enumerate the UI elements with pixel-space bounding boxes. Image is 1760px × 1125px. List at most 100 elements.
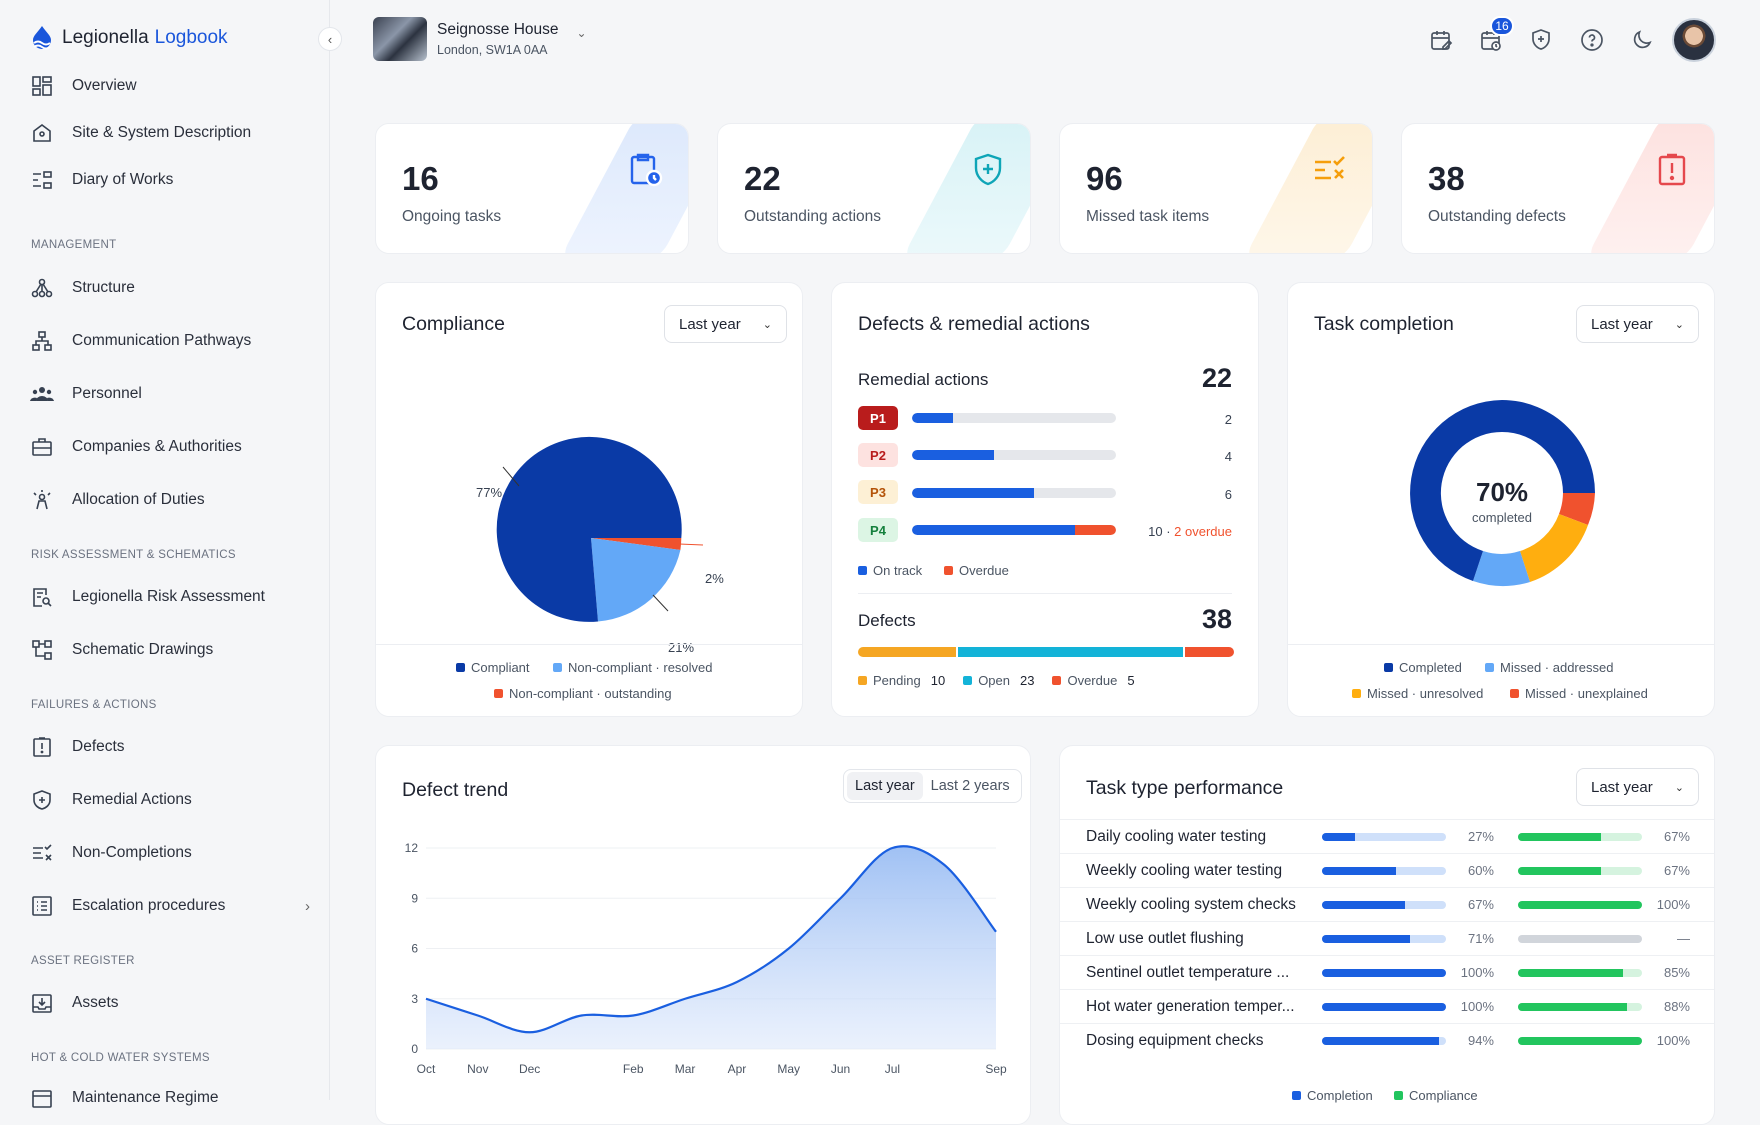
sidebar-item-escalation-procedures[interactable]: Escalation procedures › [30,886,310,926]
legend-label: Missed · unresolved [1367,686,1484,701]
sidebar-item-communication-pathways[interactable]: Communication Pathways [30,321,310,361]
compliance-percent: 100% [1656,897,1690,912]
sidebar-item-companies[interactable]: Companies & Authorities [30,427,310,467]
site-selector[interactable]: Seignosse House London, SW1A 0AA ⌄ [373,17,587,61]
card-title: Task completion [1314,313,1454,335]
stat-label: Ongoing tasks [402,208,502,225]
compliance-bar-fill [1518,901,1642,909]
defects-breakdown-legend: Pending 10 Open 23 Overdue 5 [858,673,1135,688]
sidebar-item-maintenance-regime[interactable]: Maintenance Regime [30,1078,310,1118]
completion-percent: 27% [1467,829,1494,844]
x-tick-label: Apr [728,1062,747,1076]
inbox-download-icon [30,991,54,1015]
sidebar-item-allocation-of-duties[interactable]: Allocation of Duties [30,480,310,520]
compliance-bar [1518,833,1642,841]
sidebar-item-label: Diary of Works [72,171,174,188]
document-search-icon [30,585,54,609]
completion-percent: 67% [1467,897,1494,912]
sidebar-item-site-description[interactable]: Site & System Description [30,113,310,153]
brand-logo[interactable]: Legionella Logbook [30,22,228,54]
sidebar-item-overview[interactable]: Overview [30,66,310,106]
sidebar-item-label: Maintenance Regime [72,1089,219,1106]
leader-line [652,594,669,612]
legend-completed: Completed [1384,660,1462,675]
task-type-name: Weekly cooling water testing [1086,862,1283,879]
task-type-row[interactable]: Weekly cooling water testing 60% 67% [1060,853,1714,887]
chevron-down-icon: ⌄ [1674,781,1684,794]
task-type-name: Daily cooling water testing [1086,828,1267,845]
collapse-sidebar-button[interactable]: ‹ [318,27,342,51]
help-icon[interactable] [1579,27,1605,53]
task-type-row[interactable]: Daily cooling water testing 27% 67% [1060,819,1714,853]
task-type-row[interactable]: Weekly cooling system checks 67% 100% [1060,887,1714,921]
moon-icon[interactable] [1629,27,1655,53]
compliance-percent: 88% [1663,999,1690,1014]
task-type-row[interactable]: Dosing equipment checks 94% 100% [1060,1023,1714,1057]
stat-card-ongoing-tasks[interactable]: 16 Ongoing tasks [375,123,689,254]
calendar-clock-icon[interactable] [1478,27,1504,53]
compliance-percent: — [1677,931,1690,946]
completion-bar [1322,969,1446,977]
donut-center-label: completed [1472,510,1532,525]
completion-bar [1322,1003,1446,1011]
sidebar-item-label: Escalation procedures [72,897,226,914]
legend-swatch [553,663,562,672]
legend-label: Pending [873,673,921,688]
y-tick-label: 3 [411,992,418,1006]
x-tick-label: Sep [985,1062,1007,1076]
calendar-edit-icon[interactable] [1428,27,1454,53]
sidebar-item-defects[interactable]: Defects [30,727,310,767]
sidebar-item-legionella-risk-assessment[interactable]: Legionella Risk Assessment [30,577,310,617]
home-icon [30,121,54,145]
dropdown-value: Last year [1591,778,1653,796]
user-avatar[interactable] [1672,18,1716,62]
remedial-count: 2 [1224,412,1232,427]
sidebar-item-assets[interactable]: Assets [30,983,310,1023]
remedial-bar [912,488,1116,498]
shield-plus-icon[interactable] [1528,27,1554,53]
task-type-row[interactable]: Sentinel outlet temperature ... 100% 85% [1060,955,1714,989]
site-name: Seignosse House [437,21,559,38]
stat-card-outstanding-actions[interactable]: 22 Outstanding actions [717,123,1031,254]
legend-swatch [944,566,953,575]
legend-label: On track [873,563,923,578]
completion-percent: 60% [1467,863,1494,878]
period-dropdown[interactable]: Last year ⌄ [1576,305,1699,343]
toggle-last-2-years[interactable]: Last 2 years [930,778,1010,794]
period-dropdown[interactable]: Last year ⌄ [1576,768,1699,806]
pie-label-compliant: 77% [476,485,502,500]
org-chart-icon [30,329,54,353]
stat-card-outstanding-defects[interactable]: 38 Outstanding defects [1401,123,1715,254]
donut-segment-completed [1502,400,1595,493]
period-toggle[interactable]: Last year Last 2 years [843,769,1022,803]
chevron-left-icon: ‹ [327,31,333,47]
legend-label: Overdue [959,563,1009,578]
completion-percent: 100% [1460,999,1494,1014]
x-tick-label: Mar [675,1062,696,1076]
priority-badge-p3: P3 [858,480,898,504]
legend-label: Missed · addressed [1500,660,1614,675]
period-dropdown[interactable]: Last year ⌄ [664,305,787,343]
legend-compliant: Compliant [456,660,530,675]
sidebar-item-diary-of-works[interactable]: Diary of Works [30,160,310,200]
sidebar-item-label: Non-Completions [72,844,192,861]
sidebar-item-remedial-actions[interactable]: Remedial Actions [30,780,310,820]
legend-swatch [456,663,465,672]
task-type-row[interactable]: Low use outlet flushing 71% — [1060,921,1714,955]
completion-bar-fill [1322,935,1411,943]
sidebar-item-non-completions[interactable]: Non-Completions [30,833,310,873]
sidebar-item-schematic-drawings[interactable]: Schematic Drawings [30,630,310,670]
completion-bar [1322,935,1446,943]
task-type-row[interactable]: Hot water generation temper... 100% 88% [1060,989,1714,1023]
sidebar-item-personnel[interactable]: Personnel [30,374,310,414]
sidebar-item-structure[interactable]: Structure [30,268,310,308]
completion-bar-fill [1322,1003,1446,1011]
toggle-last-year[interactable]: Last year [847,772,923,800]
task-type-name: Weekly cooling system checks [1086,896,1296,913]
stat-card-missed-task-items[interactable]: 96 Missed task items [1059,123,1373,254]
sidebar-item-label: Companies & Authorities [72,438,242,455]
compliance-card: Compliance Last year ⌄ 77% 2% 21% Complia… [375,282,803,717]
completion-percent: 71% [1467,931,1494,946]
chevron-down-icon: ⌄ [1674,318,1684,331]
compliance-bar-fill [1518,867,1602,875]
